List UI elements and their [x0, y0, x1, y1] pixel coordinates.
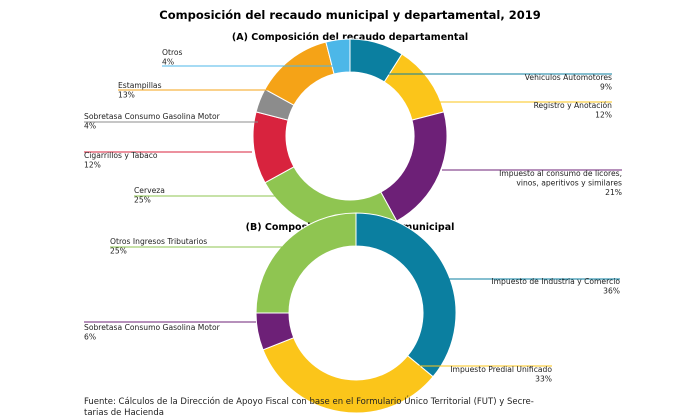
category-label: Otros [162, 48, 183, 57]
category-label: Impuesto al consumo de licores, [499, 169, 622, 178]
chart-a-title: (A) Composición del recaudo departamenta… [232, 32, 468, 43]
category-label: Vehiculos Automotores [525, 73, 612, 82]
source-note-line-1: Fuente: Cálculos de la Dirección de Apoy… [84, 395, 534, 407]
category-label: Cigarrillos y Tabaco [84, 151, 158, 160]
value-label: 33% [535, 375, 552, 384]
label-impuesto-al-consumo-de-licores-vinos-aperitivos-y-similares: Impuesto al consumo de licores,vinos, ap… [442, 169, 622, 197]
value-label: 12% [84, 161, 101, 170]
category-label: Otros Ingresos Tributarios [110, 237, 207, 246]
slice-otros-ingresos-tributarios [255, 212, 357, 314]
figure-title: Composición del recaudo municipal y depa… [159, 8, 540, 22]
category-label: Impuesto Predial Unificado [450, 365, 552, 374]
slice-otros [325, 38, 351, 75]
category-label: Sobretasa Consumo Gasolina Motor [84, 112, 221, 121]
category-label: Impuesto de Industria y Comercio [491, 277, 620, 286]
category-label: vinos, aperitivos y similares [516, 179, 622, 188]
donut-chart-departamental [252, 38, 448, 234]
value-label: 6% [84, 333, 96, 342]
slice-impuesto-al-consumo-de-licores-vinos-aperitivos-y-similares [380, 111, 448, 222]
category-label: Sobretasa Consumo Gasolina Motor [84, 323, 221, 332]
category-label: Cerveza [134, 186, 165, 195]
value-label: 4% [84, 122, 96, 131]
value-label: 25% [134, 196, 151, 205]
category-label: Registro y Anotación [534, 101, 613, 110]
value-label: 21% [605, 188, 622, 197]
value-label: 9% [600, 83, 612, 92]
value-label: 36% [603, 287, 620, 296]
value-label: 13% [118, 91, 135, 100]
source-note-line-2: tarias de Hacienda [84, 408, 164, 418]
value-label: 12% [595, 111, 612, 120]
value-label: 4% [162, 58, 174, 67]
labels-municipal: Impuesto de Industria y Comercio36%Impue… [84, 237, 620, 384]
donut-chart-municipal [255, 212, 457, 414]
value-label: 25% [110, 247, 127, 256]
category-label: Estampillas [118, 81, 162, 90]
slice-impuesto-de-industria-y-comercio [355, 212, 457, 378]
